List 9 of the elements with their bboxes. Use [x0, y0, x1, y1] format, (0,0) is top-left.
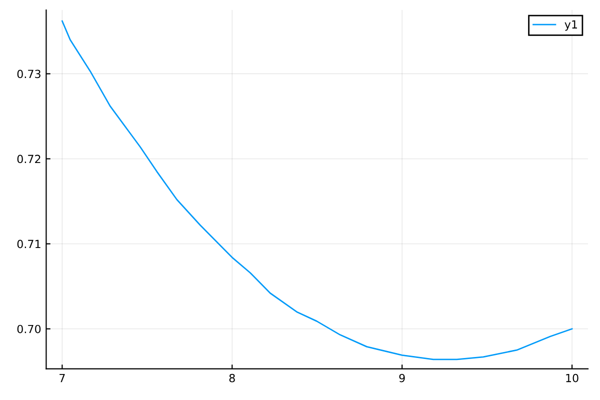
x-tick-label: 8	[229, 374, 235, 382]
legend-label: y1	[564, 20, 577, 31]
y-tick-label: 0.70	[17, 324, 41, 334]
y-tick-label: 0.71	[17, 240, 40, 248]
x-tick-label: 7	[60, 374, 65, 382]
y-tick-label: 0.73	[17, 70, 40, 78]
y-tick-label: 0.72	[17, 154, 40, 164]
x-tick-label: 9	[399, 374, 405, 382]
x-tick-label: 10	[566, 374, 578, 382]
